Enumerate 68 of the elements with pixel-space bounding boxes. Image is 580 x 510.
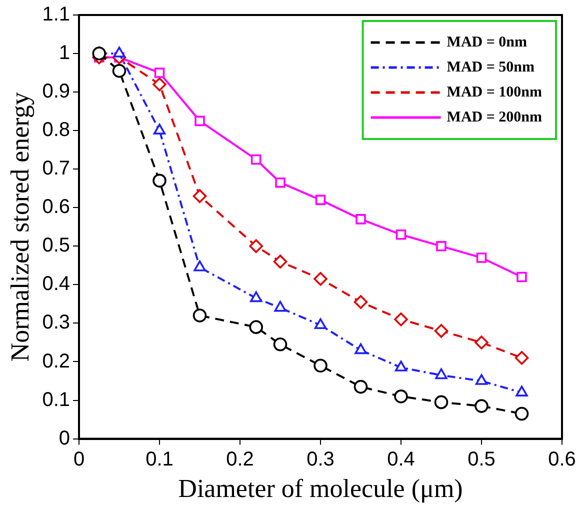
point bbox=[249, 239, 263, 254]
legend-label: MAD = 100nm bbox=[446, 84, 543, 100]
x-tick-label: 0.4 bbox=[387, 448, 415, 470]
point bbox=[516, 386, 528, 396]
y-tick-label: 0 bbox=[58, 427, 70, 450]
point bbox=[514, 350, 529, 365]
point bbox=[192, 308, 207, 322]
point bbox=[194, 260, 206, 272]
point bbox=[250, 154, 262, 165]
point bbox=[113, 46, 126, 58]
x-tick-label: 0.2 bbox=[226, 448, 254, 470]
point bbox=[314, 318, 327, 330]
y-tick-label: 1.1 bbox=[42, 4, 70, 26]
point bbox=[152, 174, 166, 188]
point bbox=[92, 46, 106, 60]
y-tick-label: 0.2 bbox=[42, 350, 70, 372]
x-tick-label: 0.6 bbox=[548, 448, 576, 470]
point bbox=[394, 360, 408, 372]
x-tick-label: 0 bbox=[73, 448, 85, 470]
y-axis-title: Normalized stored energy bbox=[5, 92, 34, 362]
y-tick-label: 0.8 bbox=[42, 119, 70, 142]
point bbox=[354, 295, 368, 309]
point bbox=[354, 380, 368, 394]
y-tick-label: 0.3 bbox=[42, 312, 70, 334]
legend-label: MAD = 200nm bbox=[446, 109, 543, 126]
point bbox=[394, 312, 408, 326]
point bbox=[274, 300, 286, 312]
point bbox=[249, 320, 263, 334]
point bbox=[434, 324, 448, 338]
y-tick-label: 1 bbox=[58, 42, 70, 64]
y-tick-label: 0.9 bbox=[42, 80, 70, 103]
point bbox=[250, 291, 262, 302]
x-tick-label: 0.1 bbox=[146, 448, 174, 470]
point bbox=[434, 395, 448, 410]
y-tick-label: 0.7 bbox=[42, 158, 70, 180]
point bbox=[152, 77, 166, 92]
y-tick-label: 0.1 bbox=[42, 388, 70, 411]
point bbox=[192, 189, 207, 203]
point bbox=[435, 368, 448, 380]
point bbox=[154, 68, 165, 78]
point bbox=[314, 358, 328, 372]
point bbox=[394, 390, 408, 404]
point bbox=[516, 272, 527, 282]
point bbox=[194, 116, 205, 126]
point bbox=[314, 272, 328, 286]
point bbox=[354, 343, 367, 354]
y-tick-label: 0.6 bbox=[42, 196, 70, 218]
point bbox=[474, 399, 488, 413]
x-tick-label: 0.3 bbox=[306, 448, 334, 470]
point bbox=[356, 214, 366, 224]
point bbox=[474, 336, 488, 350]
point bbox=[273, 338, 288, 352]
point bbox=[436, 241, 446, 252]
point bbox=[396, 229, 406, 240]
point bbox=[475, 374, 488, 385]
point bbox=[273, 254, 288, 268]
legend-label: MAD = 0nm bbox=[446, 34, 528, 50]
y-tick-label: 0.5 bbox=[42, 234, 70, 257]
y-tick-label: 0.4 bbox=[42, 273, 70, 296]
point bbox=[476, 252, 487, 263]
legend-label: MAD = 50nm bbox=[446, 59, 536, 76]
point bbox=[275, 177, 286, 188]
x-tick-label: 0.5 bbox=[468, 448, 496, 470]
point bbox=[112, 64, 126, 78]
point bbox=[315, 194, 326, 206]
point bbox=[153, 124, 166, 134]
point bbox=[514, 406, 529, 421]
x-axis-title: Diameter of molecule (μm) bbox=[178, 474, 463, 504]
